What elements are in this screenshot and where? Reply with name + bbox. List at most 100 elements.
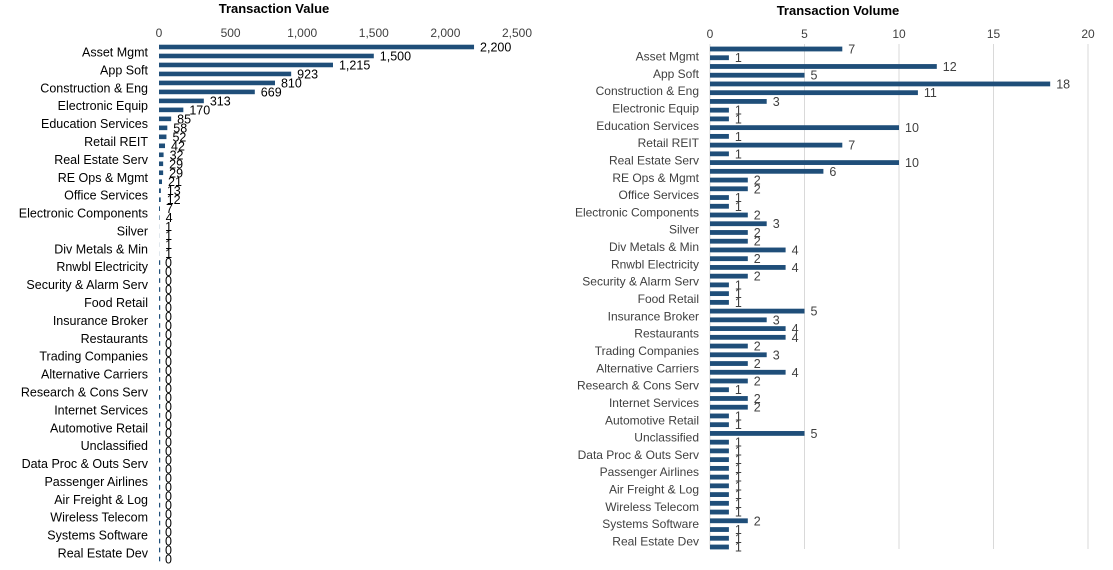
bar [710,544,729,550]
bar [159,448,161,454]
bar [159,377,161,382]
bar [159,430,161,436]
bar [159,152,164,158]
data-labels: 7112518113111017110622112322424211153442… [735,43,1070,555]
category-label: Silver [117,224,148,238]
data-label: 1 [735,453,742,467]
bar [159,125,168,131]
data-label: 4 [792,322,799,336]
bar [710,352,767,358]
bar [159,457,161,463]
category-labels: Asset Mgmt App Soft Construction & Eng Elec… [575,50,700,549]
category-label: Research & Cons Serv [21,385,149,399]
bar [710,361,748,366]
category-label: Real Estate Serv [609,153,699,167]
bar [710,81,1051,87]
data-label: 1 [735,51,742,65]
bar [159,368,161,373]
bar [710,64,937,69]
data-label: 29 [169,157,183,171]
data-label: 1 [735,497,742,511]
category-label: Div Metals & Min [609,240,699,254]
bar [710,212,748,218]
bar [710,107,729,113]
bar [710,90,918,96]
chart-title: Transaction Value [219,1,330,16]
bar [159,323,161,328]
data-label: 0 [165,544,172,558]
data-label: 4 [792,243,799,257]
category-label: Wireless Telecom [605,500,699,514]
data-label: 1 [165,220,172,234]
x-tick-label: 1,500 [359,26,389,40]
bar [159,493,161,499]
bar [159,475,161,481]
data-label: 2 [754,375,761,389]
data-label: 1 [165,238,172,252]
category-label: Education Services [596,119,699,133]
category-label: App Soft [100,63,148,77]
data-label: 42 [171,139,185,153]
data-label: 0 [165,517,172,531]
x-axis-ticks: 0 500 1,000 1,500 2,000 2,500 [156,26,533,40]
bar [710,142,843,148]
bar [710,535,729,541]
bar [159,556,161,562]
bar [159,287,161,292]
bar [159,547,161,553]
bar [159,350,161,355]
bar [710,186,748,192]
data-label: 4 [792,261,799,275]
bar [159,466,161,472]
data-label: 0 [165,301,172,315]
category-label: Real Estate Serv [54,153,149,167]
category-label: Systems Software [602,517,699,531]
data-label: 1 [735,383,742,397]
bar [710,509,729,515]
x-tick-label: 500 [221,26,241,40]
bar [710,238,748,244]
bar [710,55,729,61]
bar [710,465,729,471]
bar [710,404,748,410]
data-label: 0 [165,472,172,486]
data-label: 1 [735,479,742,493]
data-label: 5 [811,69,818,83]
data-label: 170 [189,103,210,117]
data-label: 18 [1056,77,1070,91]
bar [710,151,729,157]
bar [710,369,786,375]
category-label: Real Estate Dev [612,535,699,549]
x-tick-label: 10 [892,27,906,41]
bar [159,71,292,77]
data-label: 0 [165,526,172,540]
data-label: 0 [165,553,172,567]
data-label: 10 [905,156,919,170]
data-label: 0 [165,310,172,324]
category-label: RE Ops & Mgmt [612,171,699,185]
category-label: Rnwbl Electricity [611,257,699,271]
category-label: Electronic Components [575,205,699,219]
data-label: 0 [165,409,172,423]
data-label: 0 [165,337,172,351]
data-label: 13 [167,184,181,198]
category-label: Electronic Equip [612,101,699,115]
data-label: 2 [754,174,761,188]
data-label: 1 [735,541,742,555]
bar [159,278,161,283]
category-label: Office Services [619,188,699,202]
data-label: 1 [735,523,742,537]
bar [159,529,161,535]
data-label: 5 [811,305,818,319]
data-label: 1 [735,471,742,485]
data-label: 2 [754,209,761,223]
bar [159,269,161,274]
data-label: 1 [735,436,742,450]
x-tick-label: 0 [707,27,714,41]
bar [159,98,204,104]
bar [710,221,767,227]
bar [710,133,729,139]
data-label: 1 [735,287,742,301]
category-label: Air Freight & Log [54,493,148,507]
bar [710,308,805,314]
